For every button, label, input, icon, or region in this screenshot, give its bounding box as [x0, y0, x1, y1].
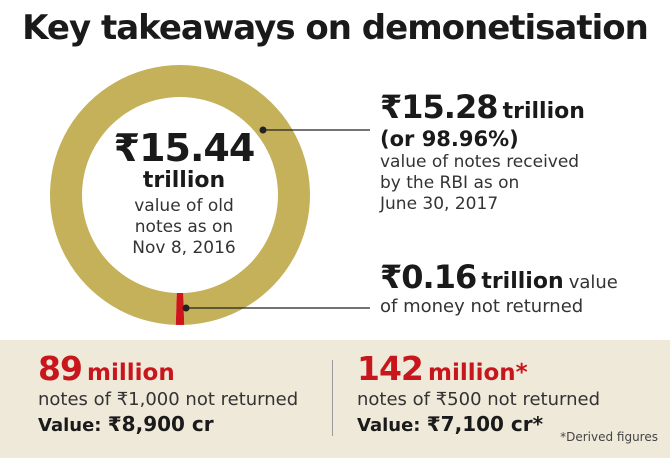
- stat-value-label: Value:: [357, 415, 421, 436]
- stat-value-amount: ₹8,900 cr: [107, 412, 214, 436]
- center-amount: ₹15.44: [113, 126, 256, 170]
- center-desc-line: value of old: [134, 196, 234, 216]
- not-returned-desc-line: of money not returned: [380, 296, 584, 317]
- stats-divider: [332, 360, 333, 436]
- center-desc-line: notes as on: [134, 217, 234, 237]
- center-description: value of old notes as on Nov 8, 2016: [98, 196, 270, 259]
- center-desc-line: Nov 8, 2016: [132, 238, 236, 258]
- stat-number: 142: [357, 349, 424, 388]
- not-returned-annotation: ₹0.16 trillion value of money not return…: [380, 258, 662, 317]
- returned-desc-line: value of notes received: [380, 152, 580, 172]
- stat-number: 89: [38, 349, 83, 388]
- not-returned-unit: trillion: [481, 269, 564, 294]
- not-returned-amount: ₹0.16: [380, 258, 477, 296]
- stat-value-amount: ₹7,100 cr*: [426, 412, 544, 436]
- page-title: Key takeaways on demonetisation: [22, 8, 649, 48]
- stat-description: notes of ₹500 not returned: [357, 389, 600, 410]
- center-total: ₹15.44 trillion value of old notes as on…: [98, 128, 270, 259]
- stat-1000-notes: 89 million notes of ₹1,000 not returned …: [38, 350, 298, 438]
- stat-description: notes of ₹1,000 not returned: [38, 389, 299, 410]
- returned-percent: (or 98.96%): [380, 127, 519, 151]
- returned-desc-line: by the RBI as on: [380, 173, 520, 193]
- stat-value-label: Value:: [38, 415, 102, 436]
- returned-amount: ₹15.28: [380, 88, 498, 126]
- stat-unit: million*: [427, 360, 528, 386]
- returned-unit: trillion: [502, 99, 585, 124]
- donut-slice-not-returned: [175, 292, 185, 326]
- stat-500-notes: 142 million* notes of ₹500 not returned …: [357, 350, 600, 438]
- stat-unit: million: [87, 360, 175, 386]
- returned-annotation: ₹15.28 trillion (or 98.96%) value of not…: [380, 88, 662, 215]
- stats-panel: [0, 340, 670, 458]
- footnote: *Derived figures: [560, 430, 658, 444]
- returned-desc-line: June 30, 2017: [380, 194, 499, 214]
- center-unit: trillion: [142, 168, 226, 193]
- not-returned-desc-inline: value: [568, 272, 618, 293]
